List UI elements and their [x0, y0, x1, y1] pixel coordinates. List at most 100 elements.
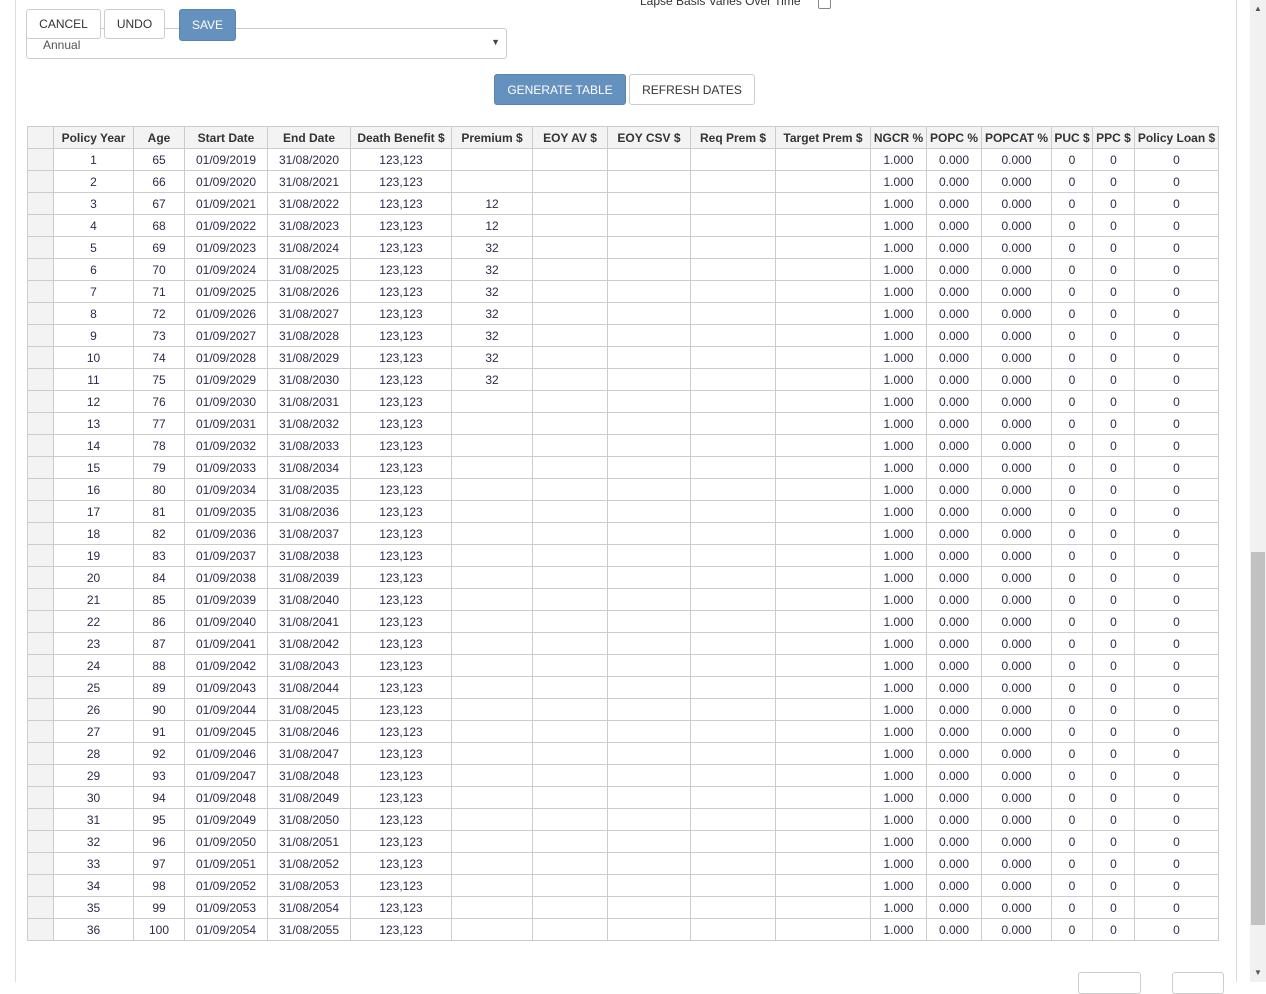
table-cell[interactable]: 12	[53, 390, 134, 413]
table-cell-req-prem[interactable]	[690, 236, 776, 259]
premium-frequency-select[interactable]: Annual ▼	[26, 28, 507, 59]
table-cell-popc[interactable]: 0.000	[926, 324, 982, 347]
table-cell[interactable]	[451, 830, 533, 853]
table-cell-policy-loan[interactable]: 0	[1134, 632, 1219, 655]
table-cell-req-prem[interactable]	[690, 808, 776, 831]
row-handle[interactable]	[27, 676, 54, 699]
table-cell-popc[interactable]: 0.000	[926, 808, 982, 831]
table-cell[interactable]: 01/09/2020	[184, 170, 268, 193]
table-cell-ngcr[interactable]: 1.000	[870, 192, 927, 215]
table-cell-eoy-csv[interactable]	[607, 236, 691, 259]
table-cell-ppc[interactable]: 0	[1092, 368, 1135, 391]
table-cell-eoy-csv[interactable]	[607, 610, 691, 633]
table-cell-policy-loan[interactable]: 0	[1134, 918, 1219, 941]
table-cell[interactable]: 01/09/2032	[184, 434, 268, 457]
table-cell[interactable]: 65	[133, 148, 185, 171]
table-cell-ppc[interactable]: 0	[1092, 346, 1135, 369]
table-cell-ngcr[interactable]: 1.000	[870, 874, 927, 897]
table-cell-eoy-csv[interactable]	[607, 654, 691, 677]
row-handle[interactable]	[27, 236, 54, 259]
table-cell[interactable]: 123,123	[350, 852, 452, 875]
table-cell[interactable]: 8	[53, 302, 134, 325]
table-cell-eoy-av[interactable]	[532, 698, 608, 721]
table-cell-eoy-av[interactable]	[532, 214, 608, 237]
table-cell-policy-loan[interactable]: 0	[1134, 654, 1219, 677]
table-cell[interactable]	[451, 478, 533, 501]
row-handle[interactable]	[27, 214, 54, 237]
table-cell-eoy-csv[interactable]	[607, 742, 691, 765]
table-cell-eoy-csv[interactable]	[607, 896, 691, 919]
table-cell-popc[interactable]: 0.000	[926, 676, 982, 699]
table-cell-policy-loan[interactable]: 0	[1134, 610, 1219, 633]
table-cell-req-prem[interactable]	[690, 852, 776, 875]
table-cell-ngcr[interactable]: 1.000	[870, 170, 927, 193]
table-cell-popcat[interactable]: 0.000	[981, 368, 1052, 391]
table-cell-target-prem[interactable]	[775, 786, 871, 809]
table-cell-eoy-av[interactable]	[532, 148, 608, 171]
table-cell-popcat[interactable]: 0.000	[981, 676, 1052, 699]
row-handle[interactable]	[27, 852, 54, 875]
table-cell-eoy-csv[interactable]	[607, 522, 691, 545]
table-cell[interactable]: 01/09/2033	[184, 456, 268, 479]
table-cell-ppc[interactable]: 0	[1092, 478, 1135, 501]
table-cell-ppc[interactable]: 0	[1092, 214, 1135, 237]
table-cell-ppc[interactable]: 0	[1092, 522, 1135, 545]
table-cell-req-prem[interactable]	[690, 324, 776, 347]
table-cell-eoy-csv[interactable]	[607, 720, 691, 743]
table-cell-ngcr[interactable]: 1.000	[870, 456, 927, 479]
table-cell[interactable]: 99	[133, 896, 185, 919]
table-cell[interactable]: 32	[451, 302, 533, 325]
table-cell[interactable]: 31/08/2044	[267, 676, 351, 699]
table-cell-eoy-av[interactable]	[532, 192, 608, 215]
table-cell-req-prem[interactable]	[690, 390, 776, 413]
table-cell[interactable]: 9	[53, 324, 134, 347]
table-cell-policy-loan[interactable]: 0	[1134, 170, 1219, 193]
table-cell[interactable]: 01/09/2030	[184, 390, 268, 413]
table-cell[interactable]: 26	[53, 698, 134, 721]
table-cell[interactable]: 7	[53, 280, 134, 303]
table-cell-policy-loan[interactable]: 0	[1134, 522, 1219, 545]
table-cell-popcat[interactable]: 0.000	[981, 742, 1052, 765]
table-cell-popcat[interactable]: 0.000	[981, 456, 1052, 479]
table-cell-eoy-csv[interactable]	[607, 302, 691, 325]
table-cell-ppc[interactable]: 0	[1092, 280, 1135, 303]
table-cell-eoy-csv[interactable]	[607, 192, 691, 215]
table-cell[interactable]: 01/09/2039	[184, 588, 268, 611]
table-cell[interactable]: 31/08/2023	[267, 214, 351, 237]
table-cell-ngcr[interactable]: 1.000	[870, 676, 927, 699]
table-cell[interactable]: 98	[133, 874, 185, 897]
table-cell-eoy-csv[interactable]	[607, 764, 691, 787]
table-cell-ngcr[interactable]: 1.000	[870, 654, 927, 677]
table-cell[interactable]: 01/09/2049	[184, 808, 268, 831]
table-cell-target-prem[interactable]	[775, 412, 871, 435]
table-cell-puc[interactable]: 0	[1051, 632, 1093, 655]
row-handle[interactable]	[27, 192, 54, 215]
table-cell[interactable]: 01/09/2044	[184, 698, 268, 721]
table-cell-ngcr[interactable]: 1.000	[870, 764, 927, 787]
table-cell[interactable]: 31/08/2037	[267, 522, 351, 545]
scrollbar-thumb[interactable]	[1251, 552, 1265, 925]
table-cell-policy-loan[interactable]: 0	[1134, 148, 1219, 171]
footer-button-2[interactable]	[1172, 972, 1224, 994]
table-cell[interactable]: 123,123	[350, 170, 452, 193]
table-cell-popcat[interactable]: 0.000	[981, 874, 1052, 897]
table-cell[interactable]: 24	[53, 654, 134, 677]
table-cell-ngcr[interactable]: 1.000	[870, 324, 927, 347]
table-cell-popc[interactable]: 0.000	[926, 852, 982, 875]
table-cell-popcat[interactable]: 0.000	[981, 918, 1052, 941]
table-cell-popcat[interactable]: 0.000	[981, 500, 1052, 523]
table-cell[interactable]: 32	[451, 258, 533, 281]
row-handle[interactable]	[27, 874, 54, 897]
table-cell[interactable]: 123,123	[350, 192, 452, 215]
table-cell-req-prem[interactable]	[690, 632, 776, 655]
table-cell-ngcr[interactable]: 1.000	[870, 214, 927, 237]
table-cell[interactable]: 01/09/2052	[184, 874, 268, 897]
table-cell-ppc[interactable]: 0	[1092, 742, 1135, 765]
table-cell-ppc[interactable]: 0	[1092, 434, 1135, 457]
table-cell-eoy-csv[interactable]	[607, 412, 691, 435]
table-cell-ppc[interactable]: 0	[1092, 566, 1135, 589]
table-cell-eoy-av[interactable]	[532, 522, 608, 545]
table-cell-ngcr[interactable]: 1.000	[870, 434, 927, 457]
table-cell-req-prem[interactable]	[690, 478, 776, 501]
table-cell[interactable]: 31/08/2042	[267, 632, 351, 655]
